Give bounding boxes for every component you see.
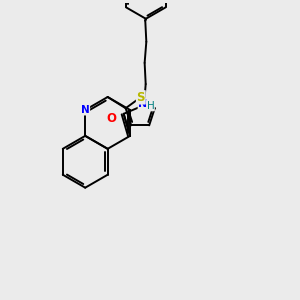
Text: N: N <box>81 105 90 115</box>
Text: O: O <box>106 112 116 125</box>
Text: H: H <box>147 101 154 111</box>
Text: N: N <box>138 99 148 109</box>
Text: S: S <box>136 91 145 104</box>
